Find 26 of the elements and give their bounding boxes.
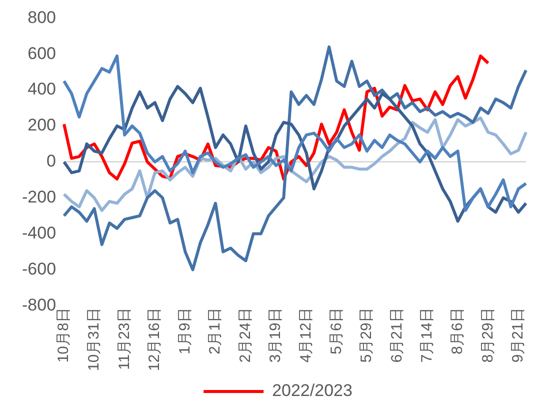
- x-tick-label: 10月8日: [55, 308, 72, 363]
- x-tick-label: 10月31日: [85, 308, 102, 372]
- y-tick-label: 400: [28, 80, 56, 99]
- x-tick-label: 3月19日: [267, 308, 284, 363]
- x-tick-label: 5月6日: [328, 308, 345, 354]
- x-tick-label: 2月24日: [236, 308, 254, 363]
- x-tick-label: 1月9日: [176, 308, 194, 354]
- y-tick-label: 0: [46, 152, 56, 171]
- x-tick-label: 6月21日: [388, 308, 406, 363]
- x-tick-label: 11月23日: [116, 308, 133, 370]
- legend-label: 2022/2023: [272, 381, 352, 400]
- x-tick-label: 12月16日: [146, 308, 164, 372]
- y-tick-label: -200: [22, 188, 56, 207]
- x-tick-label: 8月6日: [448, 308, 466, 354]
- x-tick-label: 5月29日: [358, 308, 376, 363]
- x-tick-label: 9月21日: [510, 308, 527, 363]
- y-tick-label: 600: [28, 44, 56, 63]
- x-tick-label: 2月1日: [206, 308, 224, 354]
- x-tick-label: 4月12日: [298, 308, 315, 363]
- y-tick-label: -600: [22, 259, 56, 278]
- y-tick-label: 800: [28, 8, 56, 27]
- y-tick-label: 200: [28, 116, 56, 135]
- y-tick-label: -800: [22, 295, 56, 314]
- y-tick-label: -400: [22, 223, 56, 242]
- x-tick-label: 7月14日: [418, 308, 436, 363]
- x-tick-label: 8月29日: [479, 308, 496, 363]
